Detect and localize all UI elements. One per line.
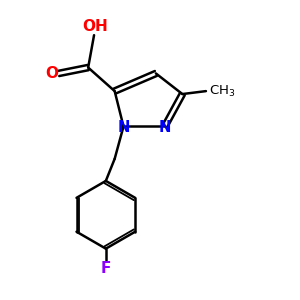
Text: O: O: [46, 66, 59, 81]
Text: N: N: [158, 120, 171, 135]
Text: CH$_3$: CH$_3$: [209, 84, 236, 99]
Text: F: F: [100, 261, 111, 276]
Text: N: N: [117, 120, 130, 135]
Text: OH: OH: [82, 20, 107, 34]
